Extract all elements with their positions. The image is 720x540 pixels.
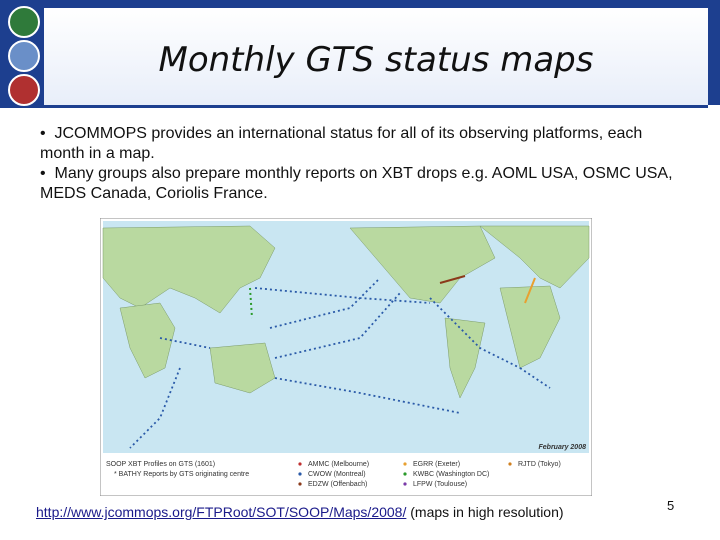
legend-label: EGRR (Exeter) [413,461,460,468]
legend-label: KWBC (Washington DC) [413,471,489,478]
footer-link: http://www.jcommops.org/FTPRoot/SOT/SOOP… [36,504,564,520]
logo [8,40,40,72]
legend-label: RJTD (Tokyo) [518,461,561,468]
header-band [708,0,720,105]
xbt-track [439,275,466,284]
legend-swatch [298,472,302,476]
legend-label: EDZW (Offenbach) [308,481,367,488]
legend: AMMC (Melbourne) CWOW (Montreal) EDZW (Off… [298,461,561,488]
header: Monthly GTS status maps [44,8,708,108]
land [102,225,590,399]
bullet-text: JCOMMOPS provides an international statu… [40,125,643,162]
header-band [0,0,720,8]
legend-subtitle: * BATHY Reports by GTS originating centr… [114,471,249,478]
legend-swatch [403,462,407,466]
legend-swatch [298,482,302,486]
legend-label: AMMC (Melbourne) [308,461,369,468]
bullet-text: Many groups also prepare monthly reports… [40,165,673,202]
logo-strip [0,0,44,108]
legend-label: CWOW (Montreal) [308,471,366,478]
legend-swatch [508,462,512,466]
xbt-track [524,277,536,304]
logo [8,74,40,106]
legend-swatch [403,472,407,476]
logo [8,6,40,38]
legend-swatch [298,462,302,466]
map-date: February 2008 [539,444,587,451]
bullet: • Many groups also prepare monthly repor… [40,165,673,202]
bullet: • JCOMMOPS provides an international sta… [40,125,643,162]
xbt-track [249,287,253,319]
title: Monthly GTS status maps [158,40,594,80]
page-number: 5 [667,498,675,513]
xbt-tracks [129,277,551,449]
legend-swatch [403,482,407,486]
legend-label: LFPW (Toulouse) [413,481,467,488]
map: February 2008 SOOP XBT Profiles on GTS (… [100,218,592,496]
link[interactable]: http://www.jcommops.org/FTPRoot/SOT/SOOP… [36,504,407,520]
link-note: (maps in high resolution) [410,504,564,520]
legend-title: SOOP XBT Profiles on GTS (1601) [106,461,215,468]
bullet-list: • JCOMMOPS provides an international sta… [40,124,680,204]
